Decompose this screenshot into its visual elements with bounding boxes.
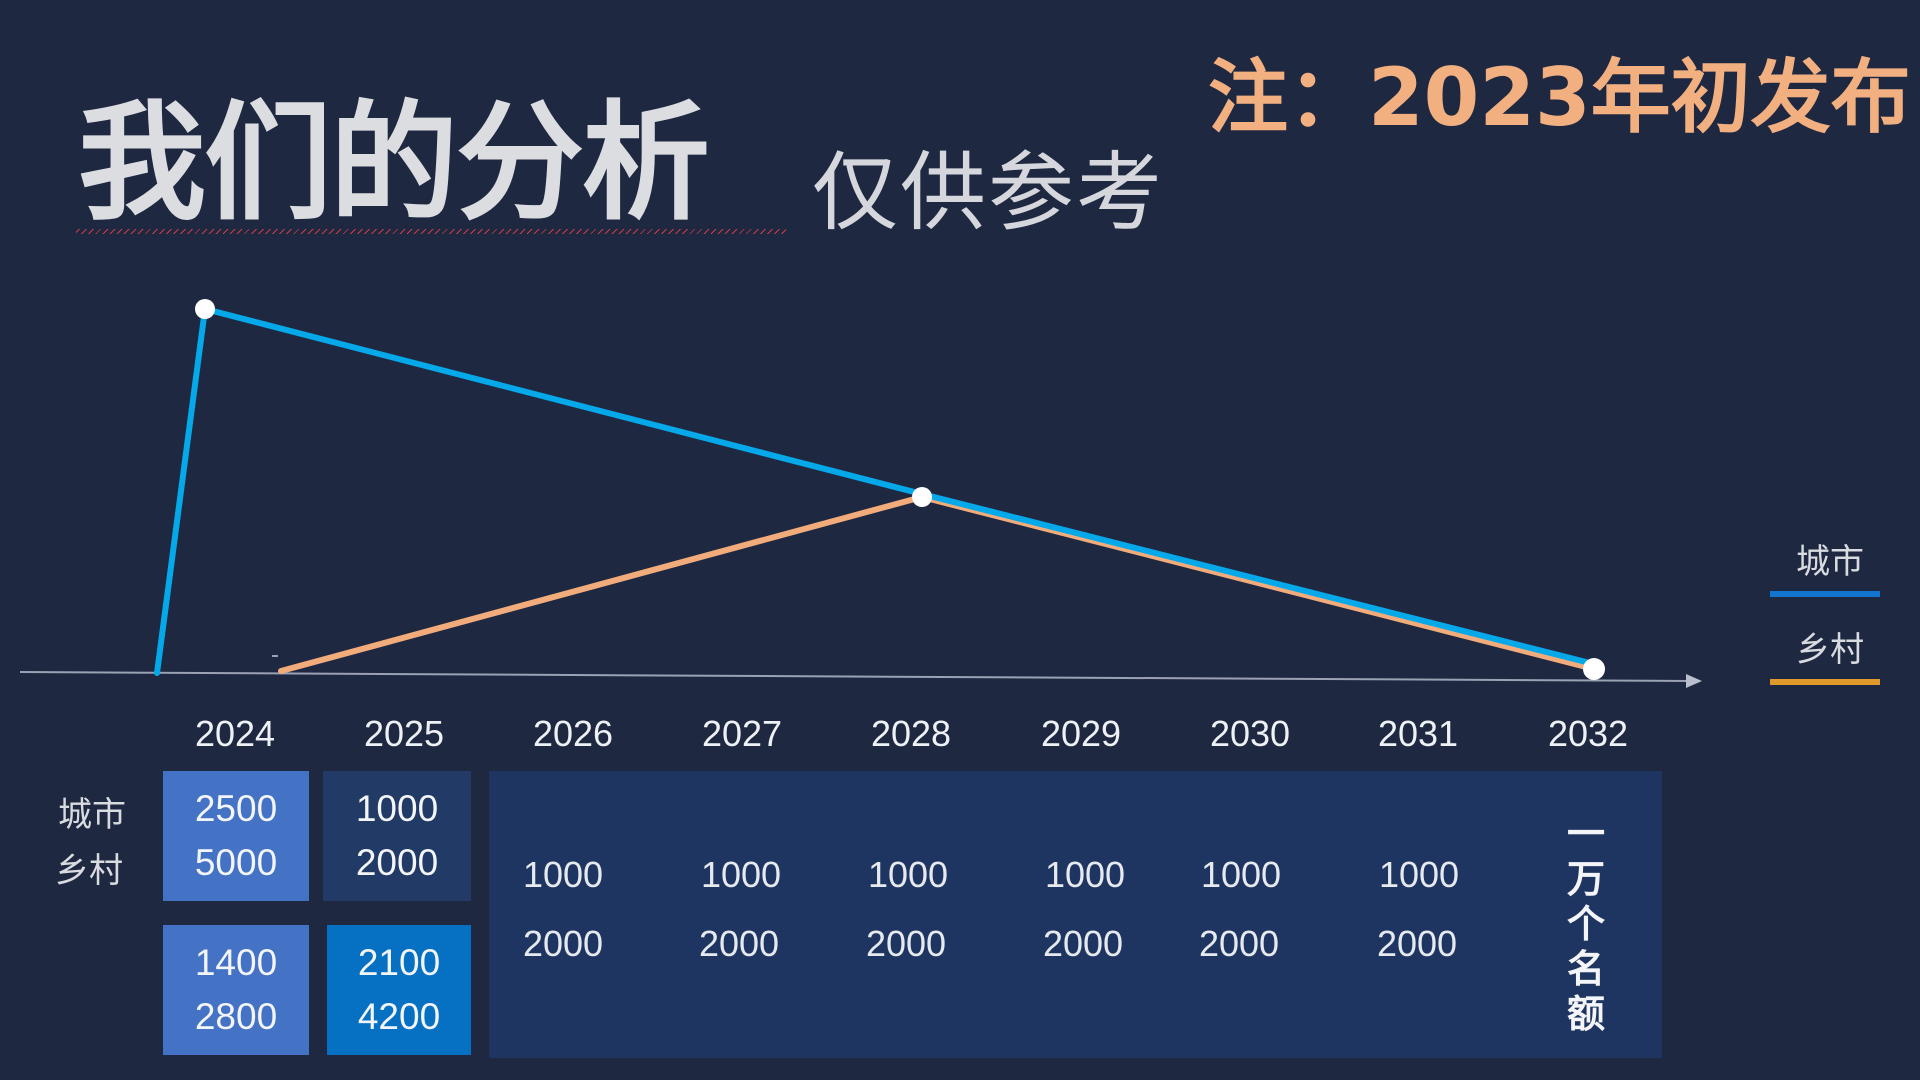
rural-value-2026: 2000: [522, 923, 604, 964]
year-label: 2028: [870, 713, 952, 754]
legend-item-city: 城市: [1770, 545, 1880, 597]
city-value-2030: 1000: [1200, 854, 1282, 895]
page-subtitle: 仅供参考: [812, 143, 1164, 243]
rural-value-2030: 2000: [1198, 923, 1280, 964]
rural-value: 2000: [355, 842, 439, 883]
year-label: 2030: [1209, 713, 1291, 754]
legend: 城市 乡村: [1770, 545, 1880, 685]
city-value: 2500: [194, 788, 278, 829]
rural-value-2029: 2000: [1042, 923, 1124, 964]
data-point-intersection: [912, 487, 932, 507]
legend-swatch: [1770, 591, 1880, 597]
city-value-2027: 1000: [700, 854, 782, 895]
rural-value: 2800: [194, 996, 278, 1037]
data-point-peak: [195, 299, 215, 319]
rural-value: 5000: [194, 842, 278, 883]
legend-item-rural: 乡村: [1770, 633, 1880, 685]
cell-2025-alternate: 2100 4200: [327, 925, 471, 1055]
data-point-end: [1583, 658, 1605, 680]
city-value-2029: 1000: [1044, 854, 1126, 895]
rural-value-2027: 2000: [698, 923, 780, 964]
quota-2032-label: 一万个名额: [1566, 812, 1605, 1036]
city-value: 1400: [194, 942, 278, 983]
rural-value: 4200: [357, 996, 441, 1037]
year-label: 2031: [1377, 713, 1459, 754]
series-rural-line: [278, 494, 1597, 674]
city-value-2026: 1000: [522, 854, 604, 895]
year-label: 2025: [363, 713, 445, 754]
forecast-panel: [489, 771, 1662, 1058]
cell-2024-primary: 2500 5000: [163, 771, 309, 901]
year-label: 2027: [701, 713, 783, 754]
year-label: 2029: [1040, 713, 1122, 754]
row-label-city: 城市: [58, 795, 126, 835]
rural-value-2031: 2000: [1376, 923, 1458, 964]
x-axis-arrow-icon: [1686, 674, 1702, 688]
legend-swatch: [1770, 679, 1880, 685]
city-value: 1000: [355, 788, 439, 829]
rural-value-2028: 2000: [865, 923, 947, 964]
series-city-line: [154, 306, 1597, 676]
spellcheck-underline: [76, 229, 786, 234]
year-label: 2026: [532, 713, 614, 754]
cell-2024-alternate: 1400 2800: [163, 925, 309, 1055]
row-label-rural: 乡村: [55, 851, 123, 891]
x-axis: [19, 671, 1689, 682]
legend-label: 城市: [1796, 542, 1864, 582]
year-label: 2032: [1547, 713, 1629, 754]
city-value: 2100: [357, 942, 441, 983]
page-title: 我们的分析: [78, 89, 710, 238]
year-label: 2024: [194, 713, 276, 754]
release-note: 注：2023年初发布: [1208, 51, 1911, 144]
cell-2025-primary: 1000 2000: [323, 771, 471, 901]
legend-label: 乡村: [1796, 630, 1864, 670]
city-value-2028: 1000: [867, 854, 949, 895]
city-value-2031: 1000: [1378, 854, 1460, 895]
